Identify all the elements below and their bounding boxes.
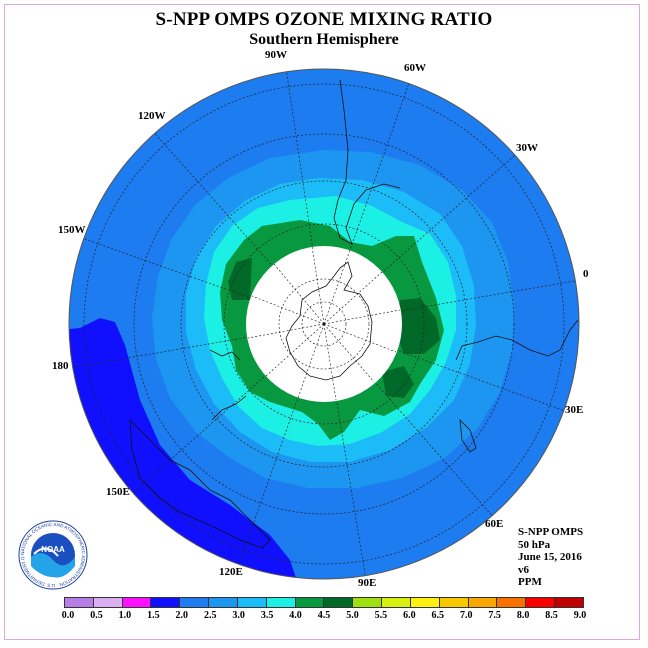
lon-label-0: 0 bbox=[583, 268, 589, 280]
colorbar-segment-4 bbox=[180, 598, 210, 607]
colorbar-segment-17 bbox=[555, 598, 583, 607]
info-block: S-NPP OMPS 50 hPa June 15, 2016 v6 PPM bbox=[518, 526, 583, 589]
australia-coastline bbox=[129, 418, 271, 549]
colorbar-tick-label: 1.0 bbox=[118, 610, 132, 621]
lon-label-180: 180 bbox=[52, 360, 69, 372]
colorbar-segment-3 bbox=[151, 598, 181, 607]
colorbar-tick-label: 3.0 bbox=[232, 610, 245, 621]
south-america-coastline bbox=[333, 79, 401, 245]
colorbar-segment-12 bbox=[410, 598, 440, 607]
map-border bbox=[68, 68, 580, 580]
colorbar-tick-label: 5.5 bbox=[374, 610, 388, 621]
colorbar-ticks: 0.0 0.5 1.0 1.5 2.0 2.5 3.0 3.5 4.0 4.5 5.0 5.5 6.0 6… bbox=[0, 610, 648, 624]
lon-label-60w: 60W bbox=[404, 62, 426, 74]
colorbar-segment-7 bbox=[266, 598, 296, 607]
lon-label-90e: 90E bbox=[358, 577, 377, 589]
colorbar-segment-5 bbox=[209, 598, 238, 607]
colorbar-tick-label: 3.5 bbox=[260, 610, 274, 621]
colorbar-tick-label: 8.0 bbox=[516, 610, 530, 621]
colorbar-tick-label: 9.0 bbox=[573, 610, 587, 621]
ozone-level-5-0-region-east bbox=[396, 298, 440, 354]
colorbar-segment-13 bbox=[439, 598, 469, 607]
lon-label-30w: 30W bbox=[516, 142, 538, 154]
lon-label-90w: 90W bbox=[265, 49, 287, 61]
lon-label-150w: 150W bbox=[58, 224, 86, 236]
colorbar bbox=[64, 597, 584, 608]
lon-label-120w: 120W bbox=[138, 110, 166, 122]
colorbar-tick-label: 6.0 bbox=[403, 610, 416, 621]
antarctica-coastline bbox=[285, 261, 373, 381]
colorbar-segment-15 bbox=[497, 598, 527, 607]
colorbar-tick-label: 4.5 bbox=[317, 610, 331, 621]
info-date: June 15, 2016 bbox=[518, 551, 582, 563]
colorbar-tick-label: 2.0 bbox=[175, 610, 189, 621]
colorbar-segment-8 bbox=[295, 598, 325, 607]
map-subtitle: Southern Hemisphere bbox=[249, 31, 399, 48]
colorbar-tick-label: 7.5 bbox=[488, 610, 501, 621]
africa-coastline bbox=[455, 319, 579, 361]
ozone-level-5-0-region-west bbox=[228, 258, 252, 300]
colorbar-tick-label: 2.5 bbox=[203, 610, 217, 621]
colorbar-segment-11 bbox=[382, 598, 411, 607]
map-title: S-NPP OMPS OZONE MIXING RATIO bbox=[155, 9, 493, 30]
lon-label-120e: 120E bbox=[219, 566, 243, 578]
colorbar-segment-9 bbox=[324, 598, 354, 607]
new-zealand-coastline bbox=[209, 349, 247, 421]
colorbar-tick-label: 1.5 bbox=[147, 610, 160, 621]
colorbar-segment-16 bbox=[526, 598, 556, 607]
info-version: v6 bbox=[518, 563, 529, 576]
lon-label-60e: 60E bbox=[485, 518, 504, 530]
colorbar-segment-14 bbox=[468, 598, 498, 607]
colorbar-tick-label: 0.0 bbox=[61, 610, 75, 621]
ozone-level-5-0-region-southeast bbox=[382, 366, 414, 398]
info-level: 50 hPa bbox=[518, 538, 551, 551]
info-instrument: S-NPP OMPS bbox=[518, 526, 584, 538]
colorbar-tick-label: 7.0 bbox=[459, 610, 473, 621]
graticule bbox=[69, 69, 579, 579]
lon-label-150e: 150E bbox=[106, 486, 130, 498]
colorbar-tick-label: 5.0 bbox=[346, 610, 359, 621]
logo-noaa-text: NOAA bbox=[41, 545, 65, 554]
madagascar-coastline bbox=[459, 418, 477, 453]
colorbar-tick-label: 0.5 bbox=[90, 610, 103, 621]
info-units: PPM bbox=[518, 576, 542, 588]
lon-label-30e: 30E bbox=[565, 404, 584, 416]
colorbar-segment-1 bbox=[93, 598, 123, 607]
figure-frame bbox=[4, 4, 640, 640]
colorbar-tick-label: 4.0 bbox=[289, 610, 302, 621]
polar-graticule bbox=[247, 245, 401, 401]
colorbar-segment-2 bbox=[122, 598, 152, 607]
colorbar-segment-10 bbox=[353, 598, 383, 607]
colorbar-tick-label: 6.5 bbox=[431, 610, 445, 621]
colorbar-segment-0 bbox=[65, 598, 94, 607]
colorbar-segment-6 bbox=[237, 598, 267, 607]
noaa-logo: NATIONAL OCEANIC AND ATMOSPHERIC ADMINIS… bbox=[18, 520, 88, 590]
colorbar-tick-label: 8.5 bbox=[545, 610, 558, 621]
